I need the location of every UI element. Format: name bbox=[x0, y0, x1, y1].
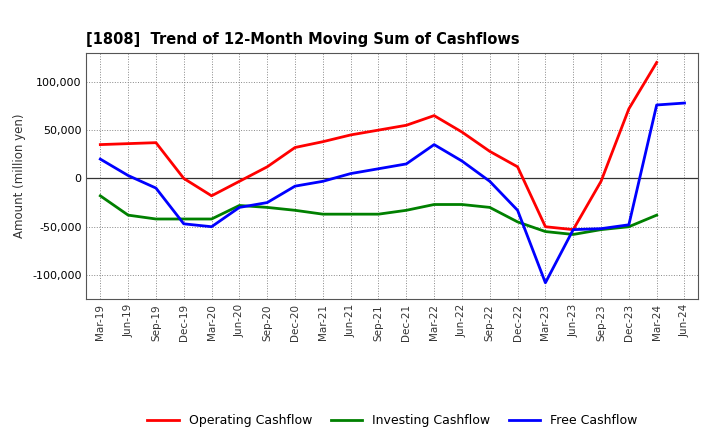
Operating Cashflow bbox=[652, 60, 661, 65]
Operating Cashflow bbox=[541, 224, 550, 229]
Investing Cashflow bbox=[263, 205, 271, 210]
Investing Cashflow bbox=[541, 229, 550, 234]
Line: Investing Cashflow: Investing Cashflow bbox=[100, 196, 657, 235]
Investing Cashflow bbox=[207, 216, 216, 222]
Line: Free Cashflow: Free Cashflow bbox=[100, 103, 685, 283]
Free Cashflow bbox=[346, 171, 355, 176]
Free Cashflow bbox=[402, 161, 410, 167]
Operating Cashflow bbox=[124, 141, 132, 146]
Operating Cashflow bbox=[513, 164, 522, 169]
Free Cashflow bbox=[152, 185, 161, 191]
Free Cashflow bbox=[569, 227, 577, 232]
Investing Cashflow bbox=[179, 216, 188, 222]
Y-axis label: Amount (million yen): Amount (million yen) bbox=[14, 114, 27, 238]
Investing Cashflow bbox=[374, 212, 383, 217]
Free Cashflow bbox=[513, 208, 522, 213]
Free Cashflow bbox=[485, 179, 494, 184]
Operating Cashflow bbox=[374, 128, 383, 133]
Operating Cashflow bbox=[318, 139, 327, 144]
Investing Cashflow bbox=[402, 208, 410, 213]
Free Cashflow bbox=[374, 166, 383, 172]
Operating Cashflow bbox=[430, 113, 438, 118]
Operating Cashflow bbox=[179, 176, 188, 181]
Investing Cashflow bbox=[569, 232, 577, 237]
Free Cashflow bbox=[263, 200, 271, 205]
Operating Cashflow bbox=[263, 164, 271, 169]
Free Cashflow bbox=[430, 142, 438, 147]
Line: Operating Cashflow: Operating Cashflow bbox=[100, 62, 657, 230]
Investing Cashflow bbox=[96, 193, 104, 198]
Legend: Operating Cashflow, Investing Cashflow, Free Cashflow: Operating Cashflow, Investing Cashflow, … bbox=[143, 409, 642, 432]
Investing Cashflow bbox=[346, 212, 355, 217]
Operating Cashflow bbox=[485, 149, 494, 154]
Free Cashflow bbox=[124, 173, 132, 178]
Operating Cashflow bbox=[402, 123, 410, 128]
Free Cashflow bbox=[597, 226, 606, 231]
Operating Cashflow bbox=[96, 142, 104, 147]
Free Cashflow bbox=[318, 179, 327, 184]
Operating Cashflow bbox=[458, 129, 467, 135]
Investing Cashflow bbox=[124, 213, 132, 218]
Free Cashflow bbox=[458, 158, 467, 164]
Free Cashflow bbox=[179, 221, 188, 227]
Investing Cashflow bbox=[485, 205, 494, 210]
Free Cashflow bbox=[291, 183, 300, 189]
Operating Cashflow bbox=[207, 193, 216, 198]
Free Cashflow bbox=[235, 205, 243, 210]
Operating Cashflow bbox=[291, 145, 300, 150]
Investing Cashflow bbox=[291, 208, 300, 213]
Free Cashflow bbox=[541, 280, 550, 286]
Investing Cashflow bbox=[235, 203, 243, 208]
Investing Cashflow bbox=[458, 202, 467, 207]
Investing Cashflow bbox=[513, 219, 522, 224]
Free Cashflow bbox=[680, 100, 689, 106]
Operating Cashflow bbox=[235, 179, 243, 184]
Free Cashflow bbox=[96, 157, 104, 162]
Operating Cashflow bbox=[597, 179, 606, 184]
Free Cashflow bbox=[207, 224, 216, 229]
Investing Cashflow bbox=[652, 213, 661, 218]
Operating Cashflow bbox=[152, 140, 161, 145]
Free Cashflow bbox=[624, 222, 633, 227]
Investing Cashflow bbox=[624, 224, 633, 229]
Operating Cashflow bbox=[624, 106, 633, 111]
Investing Cashflow bbox=[318, 212, 327, 217]
Investing Cashflow bbox=[597, 227, 606, 232]
Free Cashflow bbox=[652, 103, 661, 108]
Investing Cashflow bbox=[430, 202, 438, 207]
Operating Cashflow bbox=[346, 132, 355, 138]
Operating Cashflow bbox=[569, 227, 577, 232]
Investing Cashflow bbox=[152, 216, 161, 222]
Text: [1808]  Trend of 12-Month Moving Sum of Cashflows: [1808] Trend of 12-Month Moving Sum of C… bbox=[86, 33, 520, 48]
